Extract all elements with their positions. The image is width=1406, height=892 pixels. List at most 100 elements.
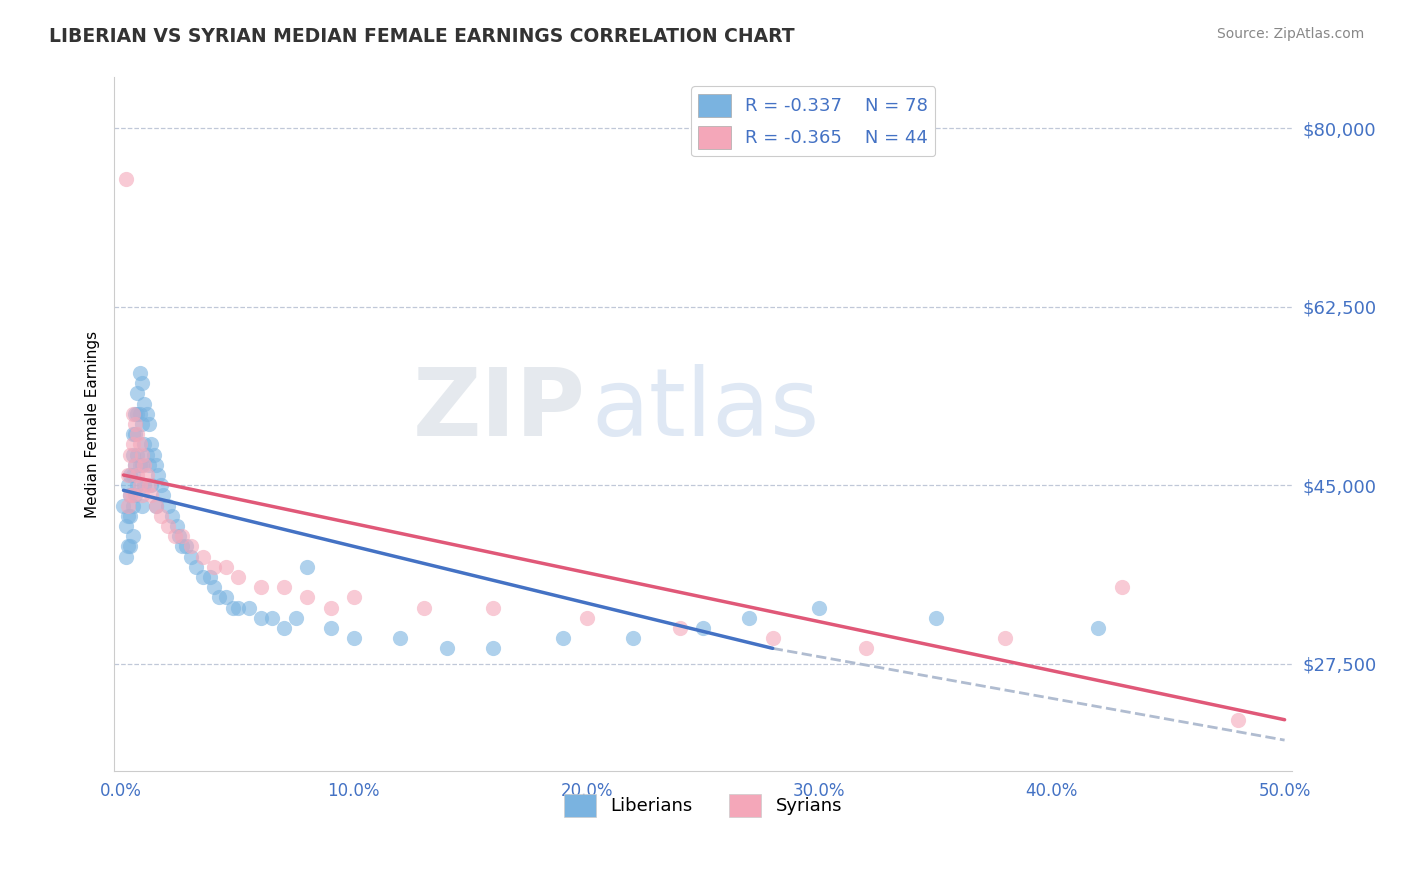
Point	[142, 448, 165, 462]
Point	[202, 580, 225, 594]
Point	[141, 478, 163, 492]
Point	[120, 488, 142, 502]
Point	[1227, 713, 1250, 727]
Point	[170, 540, 193, 554]
Point	[121, 437, 143, 451]
Point	[297, 559, 319, 574]
Point	[412, 600, 434, 615]
Point	[112, 499, 135, 513]
Point	[124, 458, 146, 472]
Point	[148, 468, 170, 483]
Point	[121, 488, 143, 502]
Point	[738, 611, 761, 625]
Point	[297, 591, 319, 605]
Point	[138, 478, 160, 492]
Point	[128, 366, 150, 380]
Point	[553, 631, 575, 645]
Point	[238, 600, 260, 615]
Point	[138, 458, 160, 472]
Point	[482, 600, 505, 615]
Point	[124, 427, 146, 442]
Point	[114, 519, 136, 533]
Point	[127, 478, 149, 492]
Point	[166, 519, 188, 533]
Point	[249, 611, 271, 625]
Point	[156, 499, 179, 513]
Point	[180, 549, 202, 564]
Point	[120, 448, 142, 462]
Point	[121, 407, 143, 421]
Point	[135, 468, 157, 483]
Point	[994, 631, 1017, 645]
Point	[924, 611, 946, 625]
Point	[202, 559, 225, 574]
Point	[124, 407, 146, 421]
Point	[343, 591, 366, 605]
Point	[163, 529, 186, 543]
Point	[145, 499, 167, 513]
Point	[114, 549, 136, 564]
Point	[134, 458, 156, 472]
Point	[855, 641, 877, 656]
Point	[127, 468, 149, 483]
Point	[121, 427, 143, 442]
Point	[284, 611, 307, 625]
Point	[128, 407, 150, 421]
Point	[184, 559, 207, 574]
Point	[262, 611, 284, 625]
Point	[127, 448, 149, 462]
Point	[127, 407, 149, 421]
Point	[169, 529, 191, 543]
Point	[120, 508, 142, 523]
Point	[114, 172, 136, 186]
Point	[127, 427, 149, 442]
Point	[692, 621, 714, 635]
Point	[152, 488, 174, 502]
Point	[436, 641, 458, 656]
Point	[131, 376, 153, 391]
Point	[135, 448, 157, 462]
Point	[343, 631, 366, 645]
Point	[127, 386, 149, 401]
Legend: Liberians, Syrians: Liberians, Syrians	[557, 787, 849, 824]
Point	[389, 631, 412, 645]
Point	[120, 488, 142, 502]
Point	[134, 478, 156, 492]
Point	[170, 529, 193, 543]
Y-axis label: Median Female Earnings: Median Female Earnings	[86, 331, 100, 517]
Point	[128, 458, 150, 472]
Point	[131, 488, 153, 502]
Point	[198, 570, 221, 584]
Point	[128, 478, 150, 492]
Point	[668, 621, 690, 635]
Point	[319, 621, 342, 635]
Point	[176, 540, 198, 554]
Point	[222, 600, 245, 615]
Point	[145, 458, 167, 472]
Point	[117, 478, 139, 492]
Point	[575, 611, 598, 625]
Point	[141, 488, 163, 502]
Point	[131, 499, 153, 513]
Point	[124, 488, 146, 502]
Point	[138, 417, 160, 431]
Point	[808, 600, 831, 615]
Point	[226, 600, 249, 615]
Point	[249, 580, 271, 594]
Point	[162, 508, 184, 523]
Point	[319, 600, 342, 615]
Point	[226, 570, 249, 584]
Point	[117, 468, 139, 483]
Point	[149, 478, 172, 492]
Point	[141, 437, 163, 451]
Point	[762, 631, 785, 645]
Point	[191, 570, 214, 584]
Point	[124, 458, 146, 472]
Point	[191, 549, 214, 564]
Text: atlas: atlas	[591, 364, 820, 456]
Point	[134, 397, 156, 411]
Point	[1111, 580, 1133, 594]
Point	[156, 519, 179, 533]
Point	[131, 458, 153, 472]
Point	[117, 540, 139, 554]
